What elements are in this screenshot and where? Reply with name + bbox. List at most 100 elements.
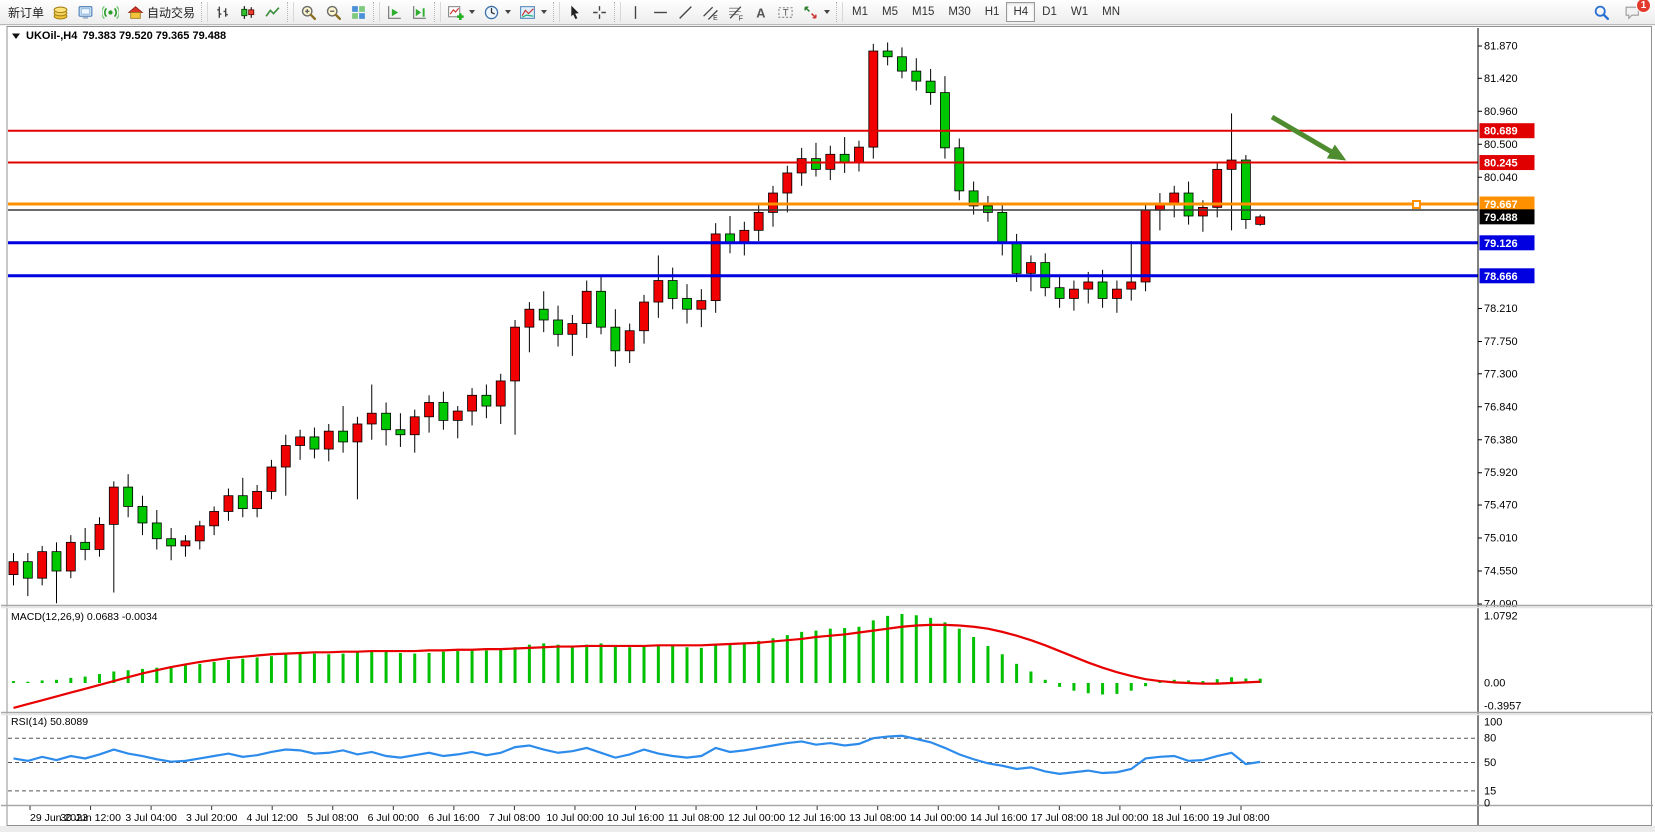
trendline-button[interactable] [673,2,698,23]
time-tick-label: 17 Jul 08:00 [1031,812,1088,824]
horizontal-line-button[interactable] [648,2,673,23]
price-badge-label: 80.245 [1484,158,1518,170]
candle-bearish [811,158,821,170]
line-drag-handle[interactable] [1412,200,1421,210]
annotation-arrow[interactable] [1270,114,1347,161]
timeframe-W1-button[interactable]: W1 [1070,6,1089,18]
timeframe-M1-button[interactable]: M1 [852,6,869,18]
new-order-button[interactable]: 新订单 [4,2,48,23]
toolbar-separator [836,2,844,22]
timeframe-D1-button[interactable]: D1 [1042,6,1057,18]
rsi-axis-label: 0 [1484,798,1490,810]
vertical-line-button[interactable] [623,2,648,23]
candle-bullish [653,280,664,303]
candle-bullish [753,211,764,231]
chartshift-icon [411,4,428,21]
candle-bullish [366,412,377,425]
zoom-out-button[interactable] [321,2,346,23]
timeframe-M15-button[interactable]: M15 [912,6,935,18]
arrows-button[interactable] [798,2,834,23]
toolbar-separator [373,2,381,22]
time-tick-label: 12 Jul 16:00 [789,812,846,824]
text-button[interactable] [748,2,773,23]
text-label-button[interactable] [773,2,798,23]
tile-windows-button[interactable] [346,2,371,23]
candle-bullish [524,308,535,328]
candle-bullish [1069,288,1079,299]
toolbar-separator [201,2,209,22]
candle-bearish [438,402,449,421]
candle-bullish [452,410,463,421]
candle-bullish [782,172,793,194]
price-tick-label: 77.750 [1484,336,1518,348]
toolbar-separator [553,2,561,22]
clock-icon [483,4,500,21]
candle-bearish [381,412,391,431]
candle-bearish [1011,242,1022,274]
periods-button[interactable] [479,2,515,23]
indicators-button[interactable] [443,2,479,23]
line-chart-button[interactable] [260,2,285,23]
candle-bullish [65,541,76,572]
chevron-down-icon[interactable] [505,10,512,14]
auto-trading-button[interactable]: 自动交易 [123,2,199,23]
time-tick-label: 12 Jul 00:00 [728,812,785,824]
zoomout-icon [325,4,342,21]
candle-bullish [1140,209,1151,283]
price-tick-label: 74.550 [1484,566,1518,578]
price-badge [1479,196,1535,212]
timeframe-M30-button[interactable]: M30 [948,6,971,18]
time-tick-label: 14 Jul 16:00 [970,812,1027,824]
signal-broadcast-button[interactable] [98,2,123,23]
chart-shift-button[interactable] [407,2,432,23]
chevron-down-icon[interactable] [469,10,476,14]
timeframe-H4-button[interactable]: H4 [1006,2,1036,22]
candle-bearish [682,298,692,310]
candle-bullish [252,490,263,510]
macd-signal-line [13,623,1261,709]
timeframe-H1-button[interactable]: H1 [984,6,1000,18]
equidistant-channel-button[interactable] [698,2,723,23]
candles-icon [239,4,256,21]
timeframe-M5-button[interactable]: M5 [882,6,898,18]
candle-bullish [266,466,277,492]
bar-chart-button[interactable] [210,2,235,23]
price-badge-label: 79.126 [1484,238,1518,250]
cursor-button[interactable] [562,2,587,23]
price-tick-label: 78.210 [1484,303,1518,315]
gold-coins-button[interactable] [48,2,73,23]
search-button[interactable] [1589,2,1614,23]
candle-bullish [8,561,19,575]
candle-bearish [553,319,563,335]
cursor-icon [566,4,583,21]
candle-bullish [223,495,234,512]
chevron-down-icon[interactable] [824,10,831,14]
candlestick-chart-button[interactable] [235,2,260,23]
timeframe-MN-button[interactable]: MN [1102,6,1120,18]
new-order-button-label: 新订单 [8,5,45,20]
time-tick-label: 14 Jul 00:00 [910,812,967,824]
crosshair-button[interactable] [587,2,612,23]
hline-icon [652,4,669,21]
signal-icon [102,4,119,21]
zoom-in-button[interactable] [296,2,321,23]
time-tick-label: 29 Jun 2023 [30,812,88,824]
templates-button[interactable] [515,2,551,23]
auto-scroll-button[interactable] [382,2,407,23]
arrows-icon [802,4,819,21]
terminal-monitor-button[interactable] [73,2,98,23]
chevron-down-icon[interactable] [541,10,548,14]
notifications-button[interactable]: 1 [1620,0,1651,23]
candle-bullish [567,323,578,335]
rsi-line [13,734,1261,775]
fibonacci-button[interactable] [723,2,748,23]
price-tick-label: 80.040 [1484,172,1518,184]
time-tick-label: 5 Jul 08:00 [307,812,359,824]
price-tick-label: 81.420 [1484,73,1518,85]
candle-bullish [854,146,864,164]
price-tick-label: 75.010 [1484,533,1518,545]
price-tick-label: 81.870 [1484,41,1518,53]
candle-bullish [1212,168,1223,208]
